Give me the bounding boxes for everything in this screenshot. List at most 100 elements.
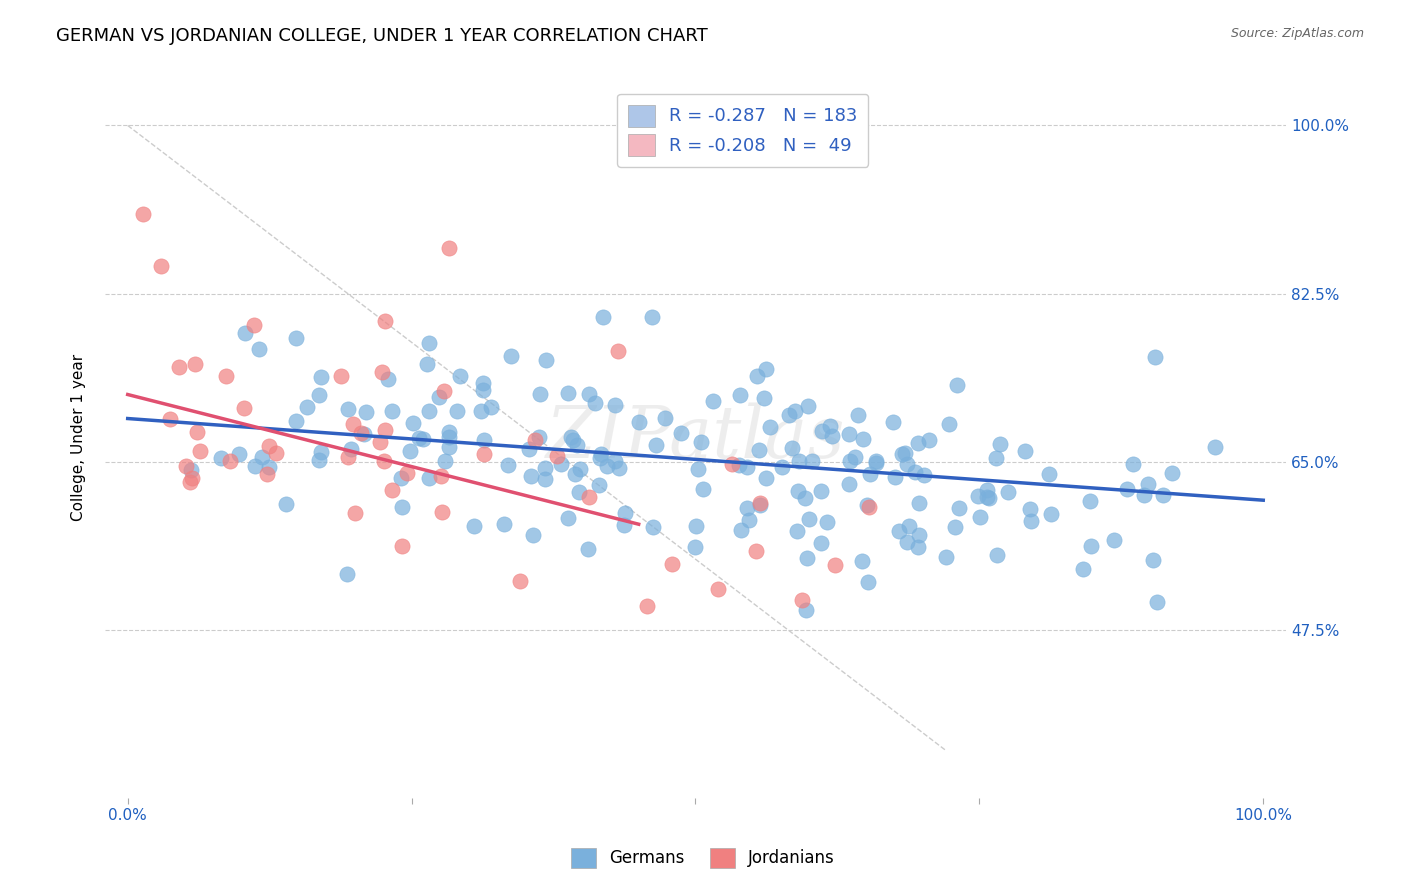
Point [245, 459, 267, 474]
Point [371, 365, 394, 379]
Point [738, 513, 761, 527]
Point [569, 462, 592, 476]
Point [749, 496, 772, 510]
Point [412, 432, 434, 446]
Point [418, 403, 440, 417]
Point [997, 484, 1019, 499]
Point [844, 450, 866, 464]
Point [945, 520, 967, 534]
Point [1014, 443, 1036, 458]
Point [391, 539, 413, 553]
Point [1122, 457, 1144, 471]
Point [671, 426, 693, 441]
Point [865, 456, 887, 470]
Point [810, 484, 832, 499]
Point [529, 430, 551, 444]
Point [770, 459, 793, 474]
Point [463, 519, 485, 533]
Point [984, 451, 1007, 466]
Point [689, 435, 711, 450]
Point [887, 524, 910, 538]
Point [350, 425, 373, 440]
Point [274, 497, 297, 511]
Point [794, 491, 817, 505]
Point [640, 310, 662, 324]
Point [439, 241, 461, 255]
Point [692, 482, 714, 496]
Point [309, 370, 332, 384]
Point [184, 357, 207, 371]
Point [578, 541, 600, 556]
Point [882, 415, 904, 429]
Point [381, 404, 404, 418]
Legend: Germans, Jordanians: Germans, Jordanians [564, 841, 842, 875]
Point [815, 516, 838, 530]
Point [167, 360, 190, 375]
Point [501, 350, 523, 364]
Point [654, 411, 676, 425]
Point [1018, 501, 1040, 516]
Point [628, 416, 651, 430]
Point [846, 409, 869, 423]
Point [479, 400, 502, 414]
Point [796, 550, 818, 565]
Point [243, 318, 266, 333]
Point [149, 259, 172, 273]
Text: GERMAN VS JORDANIAN COLLEGE, UNDER 1 YEAR CORRELATION CHART: GERMAN VS JORDANIAN COLLEGE, UNDER 1 YEA… [56, 27, 709, 45]
Point [415, 357, 437, 371]
Point [745, 368, 768, 383]
Point [181, 471, 204, 485]
Point [176, 458, 198, 473]
Point [534, 472, 557, 486]
Point [588, 478, 610, 492]
Point [706, 582, 728, 596]
Point [904, 465, 927, 479]
Point [308, 453, 330, 467]
Point [430, 469, 453, 483]
Point [727, 458, 749, 473]
Point [1137, 477, 1160, 491]
Point [1102, 533, 1125, 547]
Point [786, 484, 808, 499]
Point [785, 404, 807, 418]
Point [343, 507, 366, 521]
Point [534, 353, 557, 368]
Point [437, 425, 460, 439]
Point [284, 414, 307, 428]
Point [285, 331, 308, 345]
Point [339, 442, 361, 456]
Point [449, 369, 471, 384]
Point [356, 405, 378, 419]
Point [432, 505, 454, 519]
Point [907, 540, 929, 554]
Point [215, 369, 238, 384]
Point [228, 447, 250, 461]
Point [702, 394, 724, 409]
Point [969, 510, 991, 524]
Point [374, 423, 396, 437]
Point [259, 460, 281, 475]
Point [735, 460, 758, 475]
Point [786, 524, 808, 539]
Point [342, 417, 364, 431]
Point [1019, 514, 1042, 528]
Point [1038, 467, 1060, 482]
Point [418, 471, 440, 485]
Point [592, 310, 614, 324]
Point [250, 450, 273, 464]
Point [533, 460, 555, 475]
Point [1071, 562, 1094, 576]
Point [373, 454, 395, 468]
Point [596, 458, 619, 473]
Point [256, 467, 278, 481]
Point [865, 453, 887, 467]
Point [1080, 540, 1102, 554]
Point [838, 426, 860, 441]
Point [896, 535, 918, 549]
Point [578, 490, 600, 504]
Point [557, 386, 579, 401]
Point [1132, 488, 1154, 502]
Point [890, 447, 912, 461]
Point [336, 450, 359, 464]
Point [754, 392, 776, 406]
